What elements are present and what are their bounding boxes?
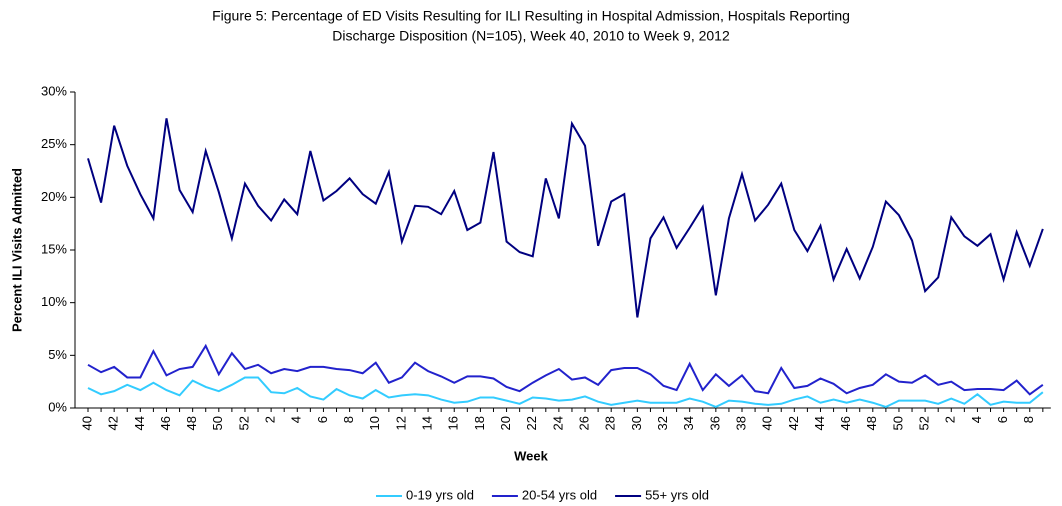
y-tick-label: 5% [48, 347, 67, 362]
x-tick-label: 6 [995, 416, 1010, 423]
legend-label: 20-54 yrs old [522, 487, 597, 502]
legend-label: 55+ yrs old [645, 487, 709, 502]
x-tick-label: 12 [393, 416, 408, 430]
x-tick-label: 50 [210, 416, 225, 430]
y-tick-label: 10% [41, 294, 67, 309]
y-tick-label: 15% [41, 241, 67, 256]
x-tick-label: 2 [263, 416, 278, 423]
x-tick-label: 8 [341, 416, 356, 423]
x-tick-label: 8 [1021, 416, 1036, 423]
y-axis-title: Percent ILI Visits Admitted [9, 168, 24, 332]
x-tick-label: 42 [106, 416, 121, 430]
x-tick-label: 44 [812, 416, 827, 430]
x-tick-label: 52 [236, 416, 251, 430]
x-tick-label: 24 [550, 416, 565, 430]
x-tick-label: 46 [838, 416, 853, 430]
y-tick-label: 25% [41, 136, 67, 151]
x-tick-label: 32 [655, 416, 670, 430]
x-tick-label: 30 [629, 416, 644, 430]
series-line [87, 376, 1044, 409]
series-line [87, 118, 1044, 318]
chart-title: Discharge Disposition (N=105), Week 40, … [332, 28, 730, 44]
x-tick-label: 28 [603, 416, 618, 430]
x-tick-label: 42 [786, 416, 801, 430]
x-tick-label: 50 [890, 416, 905, 430]
x-tick-label: 22 [524, 416, 539, 430]
x-axis-title: Week [514, 448, 548, 463]
y-tick-label: 0% [48, 399, 67, 414]
x-tick-label: 46 [158, 416, 173, 430]
x-tick-label: 52 [917, 416, 932, 430]
x-tick-label: 14 [420, 416, 435, 430]
x-tick-label: 40 [79, 416, 94, 430]
x-tick-label: 40 [760, 416, 775, 430]
x-tick-label: 16 [446, 416, 461, 430]
x-tick-label: 48 [864, 416, 879, 430]
legend-label: 0-19 yrs old [406, 487, 474, 502]
x-tick-label: 44 [132, 416, 147, 430]
series-line [87, 343, 1044, 396]
x-tick-label: 48 [184, 416, 199, 430]
y-tick-label: 20% [41, 189, 67, 204]
x-tick-label: 18 [472, 416, 487, 430]
x-tick-label: 2 [943, 416, 958, 423]
x-tick-label: 34 [681, 416, 696, 430]
x-tick-label: 4 [969, 416, 984, 423]
x-tick-label: 38 [733, 416, 748, 430]
x-tick-label: 4 [289, 416, 304, 423]
y-tick-label: 30% [41, 83, 67, 98]
x-tick-label: 6 [315, 416, 330, 423]
x-tick-label: 10 [367, 416, 382, 430]
x-tick-label: 36 [707, 416, 722, 430]
x-tick-label: 26 [576, 416, 591, 430]
x-tick-label: 20 [498, 416, 513, 430]
chart-title: Figure 5: Percentage of ED Visits Result… [212, 8, 850, 24]
